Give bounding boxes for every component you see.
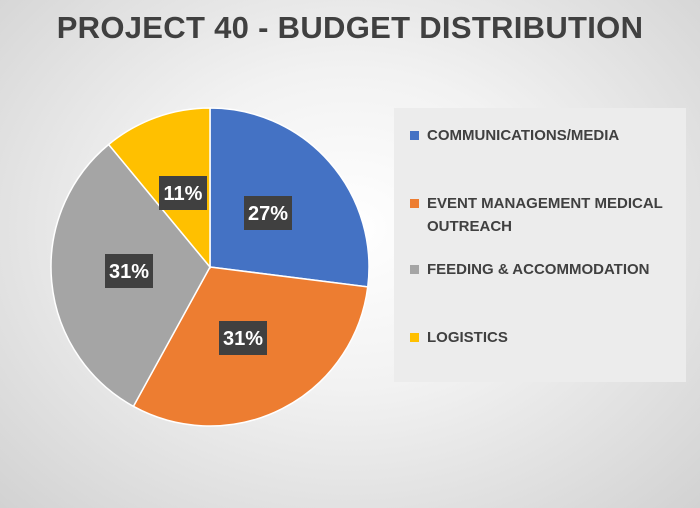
data-label-text: 11% — [164, 183, 203, 205]
legend-swatch — [410, 333, 419, 342]
data-label-4: 11% — [159, 176, 207, 210]
data-label-1: 27% — [244, 196, 292, 230]
legend-label: EVENT MANAGEMENT MEDICAL OUTREACH — [427, 195, 663, 235]
legend-item-3: FEEDING & ACCOMMODATION — [410, 258, 680, 281]
legend-swatch — [410, 131, 419, 140]
legend-label: COMMUNICATIONS/MEDIA — [427, 127, 620, 144]
data-label-text: 31% — [223, 328, 263, 350]
chart-title: PROJECT 40 - BUDGET DISTRIBUTION — [56, 10, 644, 45]
data-label-2: 31% — [219, 321, 267, 355]
legend-swatch — [410, 265, 419, 274]
legend-item-2: EVENT MANAGEMENT MEDICAL OUTREACH — [410, 192, 680, 238]
legend-item-1: COMMUNICATIONS/MEDIA — [410, 124, 680, 147]
data-label-text: 27% — [248, 203, 288, 225]
data-label-box — [244, 196, 292, 230]
data-label-text: 31% — [109, 261, 149, 283]
legend-label: FEEDING & ACCOMMODATION — [427, 261, 650, 278]
data-label-box — [219, 321, 267, 355]
data-label-box — [105, 254, 153, 288]
legend-swatch — [410, 199, 419, 208]
legend-label: LOGISTICS — [427, 329, 508, 346]
legend-item-4: LOGISTICS — [410, 326, 680, 349]
legend: COMMUNICATIONS/MEDIA EVENT MANAGEMENT MED… — [394, 108, 686, 382]
data-label-3: 31% — [105, 254, 153, 288]
data-label-box — [159, 176, 207, 210]
